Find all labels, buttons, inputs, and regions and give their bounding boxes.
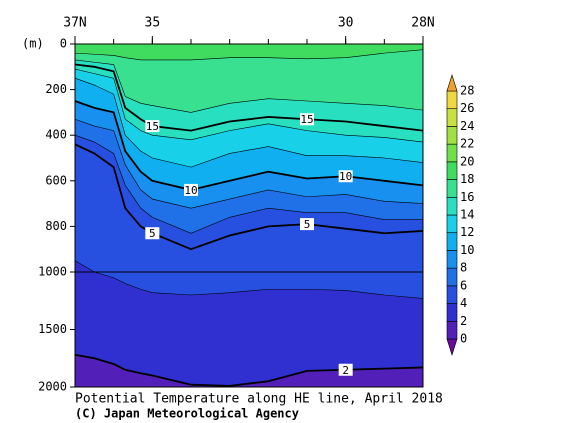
plot-area: 15 15 10 10 5 5 2 (75, 44, 423, 387)
colorbar-cell (446, 179, 458, 198)
contour-label: 15 (300, 113, 313, 126)
colorbar-triangle (446, 338, 458, 357)
colorbar-label: 20 (460, 154, 474, 168)
colorbar-cell (446, 196, 458, 216)
colorbar-cell (446, 126, 458, 145)
y-tick-label: 600 (45, 173, 67, 187)
colorbar-label: 18 (460, 172, 474, 186)
contour-label: 5 (149, 227, 156, 240)
colorbar-label: 12 (460, 225, 474, 239)
colorbar-cell (446, 303, 458, 322)
contour-label: 10 (339, 170, 352, 183)
contour-label-bg (145, 227, 160, 240)
isotherm (75, 134, 423, 234)
colorbar-cell (446, 161, 458, 180)
x-tick-label: 28N (411, 16, 434, 31)
y-tick-label: 2000 (38, 380, 67, 394)
colorbar-cell (446, 320, 458, 340)
colorbar-triangle (446, 73, 458, 92)
isotherm (75, 118, 423, 209)
colorbar-label: 10 (460, 243, 474, 257)
band-fill (75, 260, 423, 387)
colorbar-label: 6 (460, 278, 467, 292)
contour-label-bg (145, 120, 160, 133)
colorbar-cell (446, 250, 458, 269)
y-tick-label: 800 (45, 219, 67, 233)
colorbar-cell (446, 267, 458, 287)
contour-label-bg (184, 183, 198, 196)
colorbar-cell (446, 285, 458, 304)
contour-label-bg (338, 363, 353, 376)
band-fill (75, 354, 423, 387)
contour-label: 5 (304, 218, 311, 231)
colorbar-cell (446, 214, 458, 234)
credit: (C) Japan Meteorological Agency (75, 407, 299, 421)
chart-title: Potential Temperature along HE line, Apr… (75, 392, 443, 407)
colorbar-cell (446, 108, 458, 127)
isotherm (75, 49, 423, 61)
colorbar-cell (446, 90, 458, 110)
isotherm (75, 77, 423, 168)
contour-label-bg (338, 170, 353, 183)
colorbar-cell (446, 232, 458, 251)
y-tick-label: 1000 (38, 265, 67, 279)
contour-label: 10 (184, 184, 197, 197)
y-tick-label: 1500 (38, 322, 67, 336)
y-unit: (m) (22, 37, 44, 51)
isotherm (75, 143, 423, 251)
colorbar-label: 24 (460, 119, 474, 133)
colorbar-label: 28 (460, 84, 474, 98)
colorbar-label: 14 (460, 208, 474, 222)
colorbar-label: 22 (460, 137, 474, 151)
colorbar-label: 16 (460, 190, 474, 204)
colorbar-label: 0 (460, 332, 467, 346)
isotherm (75, 63, 423, 132)
x-tick-label: 35 (145, 16, 161, 31)
isotherm (75, 59, 423, 113)
contour-label-bg (300, 218, 314, 231)
colorbar-label: 4 (460, 296, 467, 310)
y-tick-label: 200 (45, 82, 67, 96)
contour-label: 2 (342, 364, 349, 377)
colorbar-cell (446, 143, 458, 163)
colorbar-label: 26 (460, 101, 474, 115)
y-tick-label: 0 (60, 37, 67, 51)
colorbar-label: 2 (460, 314, 467, 328)
contour-label-bg (300, 113, 314, 126)
plot-frame (74, 43, 424, 388)
isotherm (75, 260, 423, 299)
colorbar-label: 8 (460, 261, 467, 275)
x-tick-label: 30 (338, 16, 354, 31)
x-tick-label: 37N (63, 16, 86, 31)
contour-label: 15 (146, 120, 159, 133)
y-tick-label: 400 (45, 128, 67, 142)
isotherm (75, 68, 423, 143)
